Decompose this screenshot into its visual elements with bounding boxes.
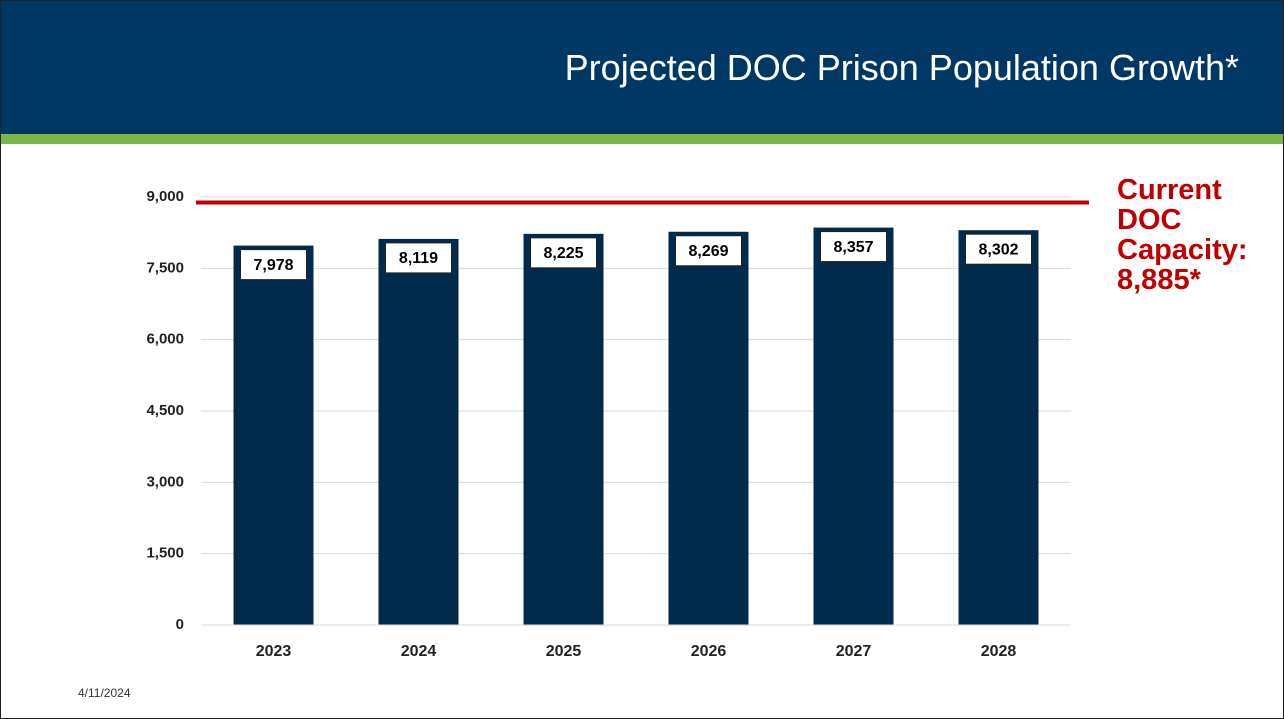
data-label: 8,119 (399, 250, 438, 267)
accent-stripe (1, 134, 1283, 144)
bar (378, 238, 459, 626)
data-label-box (530, 237, 597, 269)
bar (233, 245, 314, 625)
data-label-box (385, 242, 452, 274)
header-band (1, 1, 1283, 134)
data-label: 8,302 (978, 241, 1018, 258)
x-tick-label: 2023 (256, 643, 292, 660)
slide-date: 4/11/2024 (78, 686, 131, 700)
x-tick-label: 2024 (401, 643, 437, 660)
data-label-box (240, 249, 307, 281)
bar (958, 230, 1039, 625)
bar (813, 227, 894, 625)
y-tick-label: 4,500 (146, 402, 184, 419)
data-label-box (675, 235, 742, 267)
x-tick-label: 2026 (691, 643, 727, 660)
y-tick-label: 6,000 (146, 331, 184, 348)
y-tick-label: 0 (176, 616, 184, 633)
data-label: 8,357 (833, 239, 873, 256)
data-label: 8,225 (543, 245, 583, 262)
y-tick-label: 1,500 (146, 545, 184, 562)
capacity-annotation: Current DOC Capacity: 8,885* (1117, 174, 1248, 296)
slide-title: Projected DOC Prison Population Growth* (564, 47, 1239, 88)
y-tick-label: 3,000 (146, 473, 184, 490)
data-label: 8,269 (688, 243, 728, 260)
data-label: 7,978 (253, 257, 293, 274)
data-label-box (965, 233, 1032, 265)
data-label-box (820, 231, 887, 263)
bar (523, 233, 604, 625)
x-tick-label: 2025 (546, 643, 582, 660)
x-tick-label: 2028 (981, 643, 1017, 660)
x-tick-label: 2027 (836, 643, 872, 660)
y-tick-label: 9,000 (146, 188, 184, 205)
y-tick-label: 7,500 (146, 259, 184, 276)
bar (668, 231, 749, 625)
